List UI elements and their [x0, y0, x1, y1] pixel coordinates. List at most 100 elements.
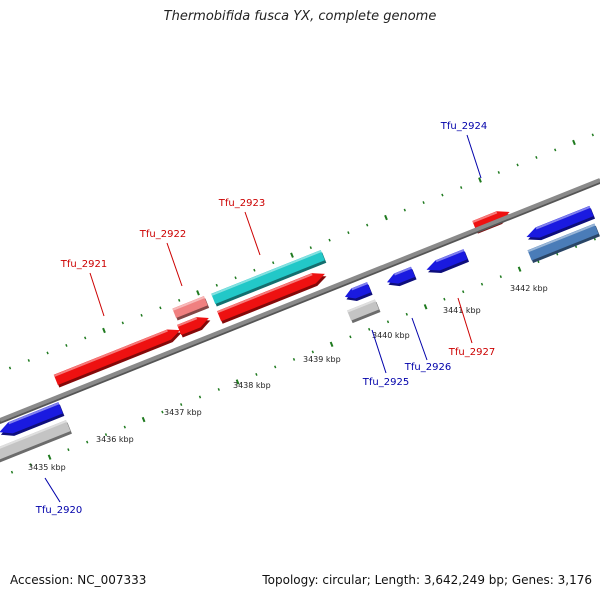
callout-line [457, 297, 473, 344]
scale-label: 3438 kbp [233, 381, 271, 390]
minor-tick [441, 193, 444, 197]
minor-tick [84, 336, 87, 340]
minor-tick [554, 148, 557, 152]
minor-tick [180, 403, 183, 406]
gene-highlight [535, 206, 591, 230]
major-tick [517, 266, 522, 272]
minor-tick [67, 448, 70, 452]
gene-highlight [8, 402, 60, 425]
minor-tick [274, 365, 277, 369]
minor-tick [422, 201, 425, 204]
gene-Tfu_2922-part [177, 317, 211, 338]
gene-highlight [527, 223, 596, 253]
minor-tick [86, 440, 89, 444]
minor-tick [403, 208, 406, 212]
minor-tick [178, 298, 181, 302]
minor-tick [10, 470, 14, 474]
gene-Tfu_2920 [0, 402, 65, 436]
gene-label[interactable]: Tfu_2924 [440, 121, 487, 132]
gene-label[interactable]: Tfu_2922 [139, 229, 186, 240]
minor-tick [386, 320, 390, 324]
minor-tick [255, 373, 258, 376]
gene-body [211, 249, 325, 305]
gene-label[interactable]: Tfu_2920 [35, 505, 82, 516]
callout-line [244, 211, 261, 256]
minor-tick [480, 282, 484, 286]
major-tick [235, 379, 240, 385]
minor-tick [499, 275, 502, 279]
gene-Tfu_2924-part [347, 299, 381, 324]
scale-label: 3435 kbp [28, 463, 66, 472]
minor-tick [292, 357, 296, 361]
gene-highlight [211, 250, 322, 296]
major-tick [290, 252, 294, 258]
minor-tick [161, 410, 164, 414]
minor-tick [460, 186, 463, 189]
gene-Tfu_2921 [53, 329, 182, 388]
genome-summary: Topology: circular; Length: 3,642,249 bp… [262, 573, 592, 587]
gene-highlight [351, 282, 368, 291]
scale-label: 3436 kbp [96, 435, 134, 444]
callout-line [466, 134, 482, 179]
minor-tick [217, 388, 220, 391]
major-tick [196, 290, 200, 296]
gene-body [426, 249, 468, 271]
callout-line [371, 329, 387, 374]
gene-body [0, 419, 71, 460]
minor-tick [368, 327, 371, 331]
genome-backbone [0, 178, 600, 422]
gene-Tfu_2926-next [526, 205, 596, 241]
scale-label: 3440 kbp [372, 331, 410, 340]
forward-strand-ticks [8, 133, 594, 370]
gene-Tfu_2925 [387, 266, 417, 287]
gene-Tfu_2926-next-part [527, 223, 600, 263]
major-tick [141, 416, 146, 423]
major-tick [384, 214, 388, 221]
gene-body [0, 402, 63, 434]
gene-highlight [394, 266, 412, 276]
minor-tick [516, 163, 519, 167]
gene-highlight [347, 299, 376, 313]
minor-tick [349, 335, 352, 339]
gene-body [387, 266, 416, 284]
minor-tick [497, 171, 500, 174]
minor-tick [121, 321, 124, 325]
gene-highlight [0, 420, 67, 449]
gene-label[interactable]: Tfu_2927 [448, 347, 495, 358]
minor-tick [234, 276, 237, 280]
gene-Tfu_2924 [344, 282, 373, 302]
gene-body [526, 205, 594, 238]
minor-tick [366, 223, 369, 227]
gene-Tfu_2923 [211, 249, 327, 307]
accession-label: Accession: NC_007333 [10, 573, 147, 587]
gene-features [0, 205, 600, 463]
minor-tick [46, 351, 49, 355]
minor-tick [347, 231, 350, 235]
gene-highlight [53, 329, 168, 377]
gene-label[interactable]: Tfu_2921 [60, 259, 107, 270]
minor-tick [215, 283, 218, 287]
gene-Tfu_2922 [172, 296, 210, 321]
minor-tick [29, 463, 32, 467]
gene-label[interactable]: Tfu_2926 [404, 362, 451, 373]
minor-tick [253, 268, 256, 272]
callout-line [166, 242, 183, 287]
gene-highlight [177, 317, 198, 327]
scale-label: 3442 kbp [510, 284, 548, 293]
minor-tick [443, 297, 446, 301]
scale-label: 3437 kbp [164, 408, 202, 417]
gene-body [177, 317, 209, 336]
gene-label[interactable]: Tfu_2925 [362, 377, 409, 388]
minor-tick [591, 133, 594, 137]
callout-line [44, 477, 61, 503]
gene-body [347, 299, 379, 321]
gene-highlight [217, 273, 313, 314]
genome-backbone-layer [0, 178, 600, 424]
minor-tick [198, 395, 202, 399]
gene-callouts: Tfu_2920 Tfu_2921 Tfu_2922 Tfu_2923 Tfu_2924… [35, 121, 495, 516]
minor-tick [65, 344, 68, 347]
gene-label[interactable]: Tfu_2923 [218, 198, 265, 209]
major-tick [47, 454, 52, 460]
gene-body [53, 329, 181, 385]
